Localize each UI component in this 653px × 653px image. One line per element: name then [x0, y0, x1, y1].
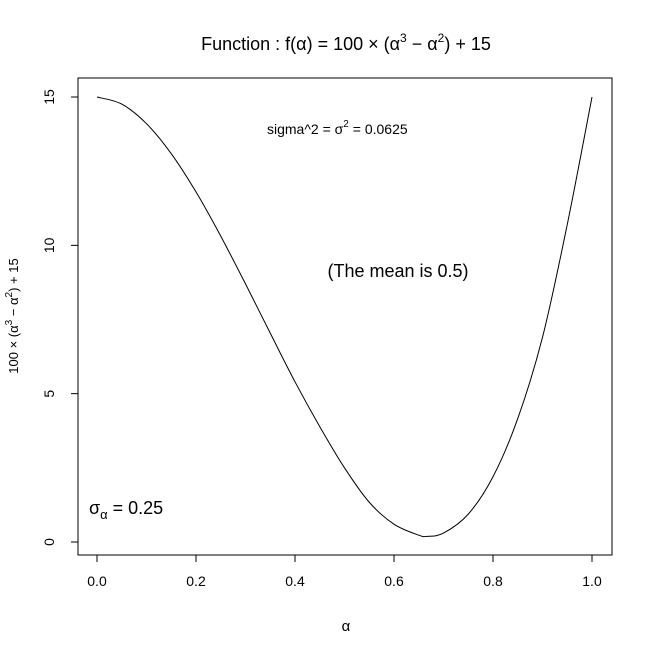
y-axis-label: 100 × (α3 − α2) + 15 — [4, 258, 21, 373]
title-mid: ) = 100 × ( — [307, 34, 390, 54]
y-tick-label: 0 — [41, 538, 57, 546]
x-tick-label: 0.4 — [285, 573, 305, 589]
title-prefix: Function : f( — [201, 34, 296, 54]
title-exp-2: 2 — [438, 31, 445, 45]
x-axis-label: α — [342, 618, 351, 635]
anno-sigma-sq-value: = 0.0625 — [349, 121, 408, 137]
y-axis: 0 5 10 15 — [41, 89, 79, 546]
anno-sigma-sq-exp: 2 — [343, 119, 349, 130]
ylabel-b: − — [6, 305, 21, 320]
anno-sigma-sub: α — [100, 507, 108, 522]
x-tick-label: 1.0 — [582, 573, 602, 589]
title-alpha-2: α — [390, 34, 400, 54]
x-tick-label: 0.2 — [186, 573, 206, 589]
y-tick-label: 15 — [41, 89, 57, 105]
title-exp-3: 3 — [400, 31, 407, 45]
series-line — [96, 96, 593, 538]
plot-frame — [77, 77, 613, 556]
annotation-sigma-alpha: σα = 0.25 — [89, 498, 163, 522]
ylabel-a: 100 × ( — [6, 332, 21, 374]
anno-sigma-value: = 0.25 — [108, 498, 164, 518]
ylabel-alpha: α — [6, 325, 21, 333]
x-tick-label: 0.0 — [87, 573, 107, 589]
title-minus: − — [407, 34, 428, 54]
chart-title: Function : f(α) = 100 × (α3 − α2) + 15 — [201, 31, 491, 54]
x-tick-label: 0.8 — [483, 573, 503, 589]
x-tick-label: 0.6 — [384, 573, 404, 589]
anno-sigma-sq-text: sigma^2 = σ — [267, 121, 344, 137]
title-alpha-3: α — [427, 34, 437, 54]
ylabel-exp-2: 2 — [4, 291, 15, 297]
anno-sigma-base: σ — [89, 498, 100, 518]
title-alpha: α — [296, 34, 306, 54]
ylabel-exp-3: 3 — [4, 319, 15, 325]
ylabel-alpha-2: α — [6, 297, 21, 305]
x-axis: 0.0 0.2 0.4 0.6 0.8 1.0 — [87, 554, 602, 589]
y-tick-label: 5 — [41, 390, 57, 398]
annotation-mean: (The mean is 0.5) — [327, 261, 468, 281]
ylabel-c: ) + 15 — [6, 258, 21, 292]
annotation-sigma-squared: sigma^2 = σ2 = 0.0625 — [267, 119, 408, 137]
y-tick-label: 10 — [41, 237, 57, 253]
title-tail: ) + 15 — [444, 34, 491, 54]
